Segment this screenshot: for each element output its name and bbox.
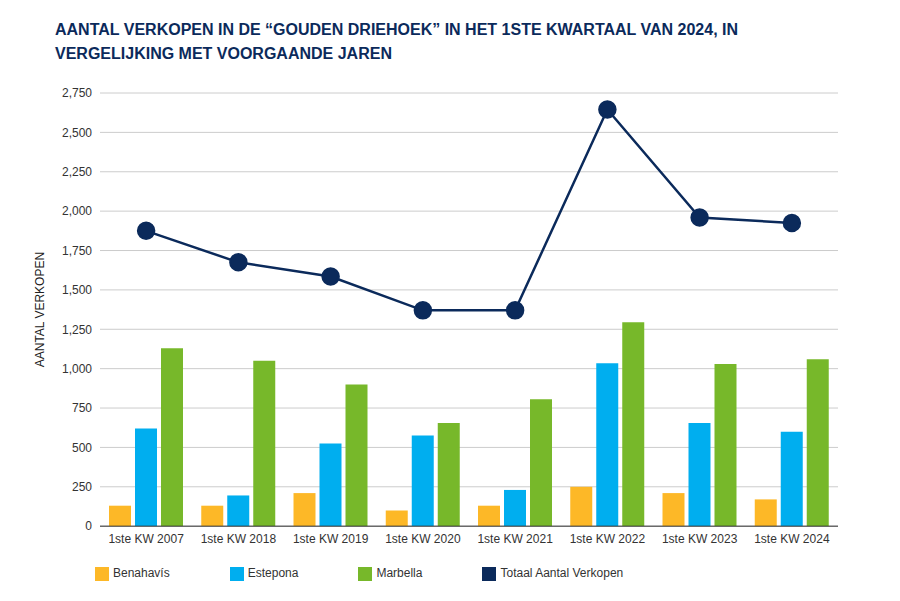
svg-text:1ste KW 2022: 1ste KW 2022	[570, 532, 646, 546]
html-text:Totaal Aantal Verkopen: Totaal Aantal Verkopen	[500, 566, 624, 581]
svg-text:250: 250	[72, 480, 92, 494]
svg-text:1ste KW 2007: 1ste KW 2007	[108, 532, 184, 546]
svg-text:AANTAL VERKOPEN: AANTAL VERKOPEN	[33, 252, 47, 367]
svg-text:2,750: 2,750	[62, 86, 92, 100]
svg-text:1ste KW 2018: 1ste KW 2018	[201, 532, 277, 546]
svg-text:1ste KW 2024: 1ste KW 2024	[754, 532, 830, 546]
svg-text:1ste KW 2023: 1ste KW 2023	[662, 532, 738, 546]
html-text:AANTAL VERKOPEN IN DE “GOUDEN: AANTAL VERKOPEN IN DE “GOUDEN DRIEHOEK” …	[55, 21, 738, 62]
svg-text:2,250: 2,250	[62, 165, 92, 179]
svg-text:1,250: 1,250	[62, 323, 92, 337]
svg-text:0: 0	[85, 519, 92, 533]
svg-text:500: 500	[72, 441, 92, 455]
svg-text:750: 750	[72, 401, 92, 415]
svg-text:2,000: 2,000	[62, 204, 92, 218]
svg-text:1ste KW 2021: 1ste KW 2021	[477, 532, 553, 546]
svg-text:1ste KW 2020: 1ste KW 2020	[385, 532, 461, 546]
html-text:Marbella: Marbella	[376, 566, 423, 581]
svg-text:1,500: 1,500	[62, 283, 92, 297]
svg-text:1ste KW 2019: 1ste KW 2019	[293, 532, 369, 546]
html-text:Benahavís: Benahavís	[113, 566, 170, 581]
svg-text:2,500: 2,500	[62, 126, 92, 140]
svg-text:1,000: 1,000	[62, 362, 92, 376]
html-text:Estepona: Estepona	[247, 566, 299, 581]
svg-text:1,750: 1,750	[62, 244, 92, 258]
